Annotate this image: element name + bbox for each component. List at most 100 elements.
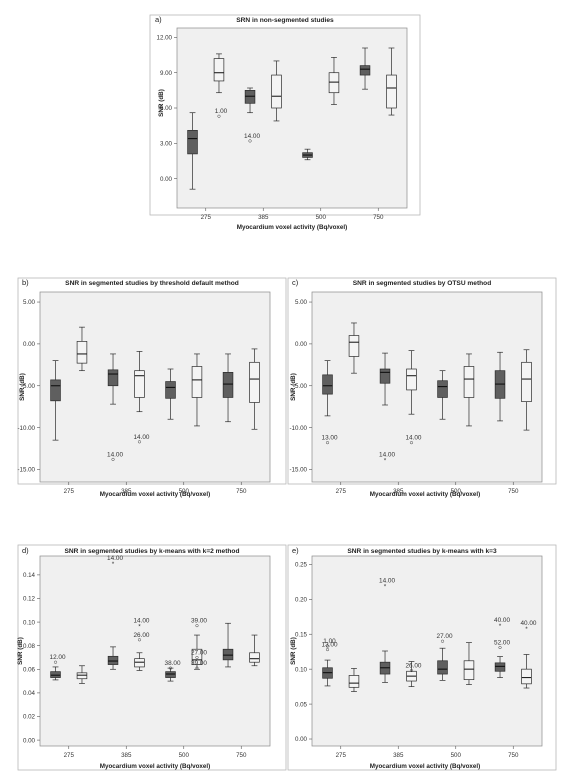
outlier-point: [409, 669, 414, 673]
y-tick-label: 12.00: [157, 35, 173, 42]
panel-1: b) SNR in segmented studies by threshold …: [17, 277, 287, 498]
y-tick-label: 0.00: [160, 176, 173, 183]
box-iqr: [521, 361, 532, 402]
x-tick-label: 500: [316, 214, 327, 221]
box-750-light: [386, 47, 397, 116]
y-axis-label: SNR (dB): [290, 373, 297, 401]
box-385-dark: [379, 352, 391, 406]
outlier-label: 14.00: [107, 555, 123, 562]
box-iqr: [222, 648, 234, 661]
y-tick-label: 0.06: [23, 666, 36, 673]
y-tick-label: 0.00: [295, 341, 308, 348]
outlier-point: [137, 440, 142, 444]
x-tick-label: 750: [508, 488, 519, 495]
y-tick-label: -15.00: [17, 467, 35, 474]
outlier-label: 26.00: [133, 632, 149, 639]
outlier-label: 40.00: [494, 617, 510, 624]
y-tick-label: 0.08: [23, 643, 36, 650]
x-tick-label: 275: [201, 214, 212, 221]
y-tick-label: 9.00: [160, 70, 173, 77]
x-axis-label: Myocardium voxel activity (Bq/voxel): [100, 491, 211, 498]
box-iqr: [463, 660, 475, 680]
box-iqr: [249, 361, 260, 403]
y-tick-label: 0.05: [295, 701, 308, 708]
x-tick-label: 275: [64, 752, 75, 759]
box-iqr: [521, 668, 532, 685]
chart-title: SNR in segmented studies by OTSU method: [353, 280, 492, 287]
plot-area: [176, 27, 408, 209]
x-tick-label: 385: [121, 488, 132, 495]
y-axis-label: SNR (dB): [158, 89, 165, 117]
x-tick-label: 385: [258, 214, 269, 221]
box-750-dark: [359, 47, 371, 90]
box-iqr: [134, 658, 145, 668]
panel-3: d) SNR in segmented studies by k-means wi…: [17, 544, 287, 771]
box-275-dark: [50, 666, 61, 681]
y-axis-label: SNR (dB): [19, 373, 26, 401]
y-tick-label: 6.00: [160, 105, 173, 112]
panel-label: e): [292, 546, 299, 555]
outlier-label: 14.00: [133, 434, 149, 441]
panel-label: b): [22, 278, 29, 287]
box-iqr: [386, 74, 397, 109]
x-tick-label: 500: [179, 752, 190, 759]
x-tick-label: 500: [451, 488, 462, 495]
box-500-dark: [302, 148, 313, 161]
outlier-label: 38.00: [165, 660, 181, 667]
outlier-point: [440, 639, 445, 643]
y-tick-label: 0.20: [295, 597, 308, 604]
box-275-light: [76, 326, 88, 372]
box-iqr: [348, 335, 360, 357]
box-385-light: [134, 652, 145, 671]
box-275-light: [76, 665, 88, 684]
outlier-point: [217, 114, 221, 118]
outlier-point: [325, 644, 330, 648]
x-axis-label: Myocardium voxel activity (Bq/voxel): [237, 224, 348, 231]
x-axis-label: Myocardium voxel activity (Bq/voxel): [370, 763, 481, 770]
box-iqr: [76, 672, 88, 680]
box-iqr: [494, 662, 506, 672]
y-axis-label: SNR (dB): [290, 637, 297, 665]
box-iqr: [222, 372, 234, 398]
box-750-light: [521, 349, 532, 431]
box-500-light: [463, 353, 475, 427]
box-iqr: [348, 675, 360, 688]
box-750-light: [249, 348, 260, 430]
y-tick-label: 3.00: [160, 140, 173, 147]
box-750-dark: [222, 622, 234, 668]
box-iqr: [244, 90, 256, 104]
box-275-light: [348, 322, 360, 374]
box-iqr: [463, 366, 475, 398]
box-iqr: [107, 655, 119, 665]
box-iqr: [50, 379, 61, 402]
outlier-star: *: [384, 583, 387, 590]
box-275-dark: [322, 360, 333, 417]
box-iqr: [322, 374, 333, 395]
box-500-light: [191, 353, 203, 427]
outlier-point: [409, 441, 414, 445]
panel-label: c): [292, 278, 299, 287]
x-tick-label: 750: [373, 214, 384, 221]
outlier-label: 26.00: [405, 663, 421, 670]
box-iqr: [271, 74, 282, 109]
box-750-light: [521, 654, 532, 689]
outlier-label: 14.00: [107, 451, 123, 458]
outlier-point: [195, 655, 199, 660]
outlier-label: 13.00: [322, 435, 338, 442]
outlier-point: [248, 139, 252, 143]
x-tick-label: 500: [179, 488, 190, 495]
box-750-dark: [494, 656, 506, 678]
x-tick-label: 750: [236, 488, 247, 495]
box-iqr: [165, 381, 176, 399]
outlier-label: 14.00: [379, 577, 395, 584]
outlier-point: [168, 666, 173, 670]
panel-0: a) SRN in non-segmented studies 12.00 9.00 6…: [149, 14, 421, 231]
y-tick-label: 0.10: [23, 619, 36, 626]
outlier-star: *: [384, 457, 387, 464]
box-500-dark: [437, 647, 448, 681]
outlier-label: 1.00: [215, 108, 228, 115]
box-iqr: [107, 369, 119, 387]
box-iqr: [249, 652, 260, 663]
box-iqr: [76, 341, 88, 364]
box-iqr: [437, 660, 448, 675]
